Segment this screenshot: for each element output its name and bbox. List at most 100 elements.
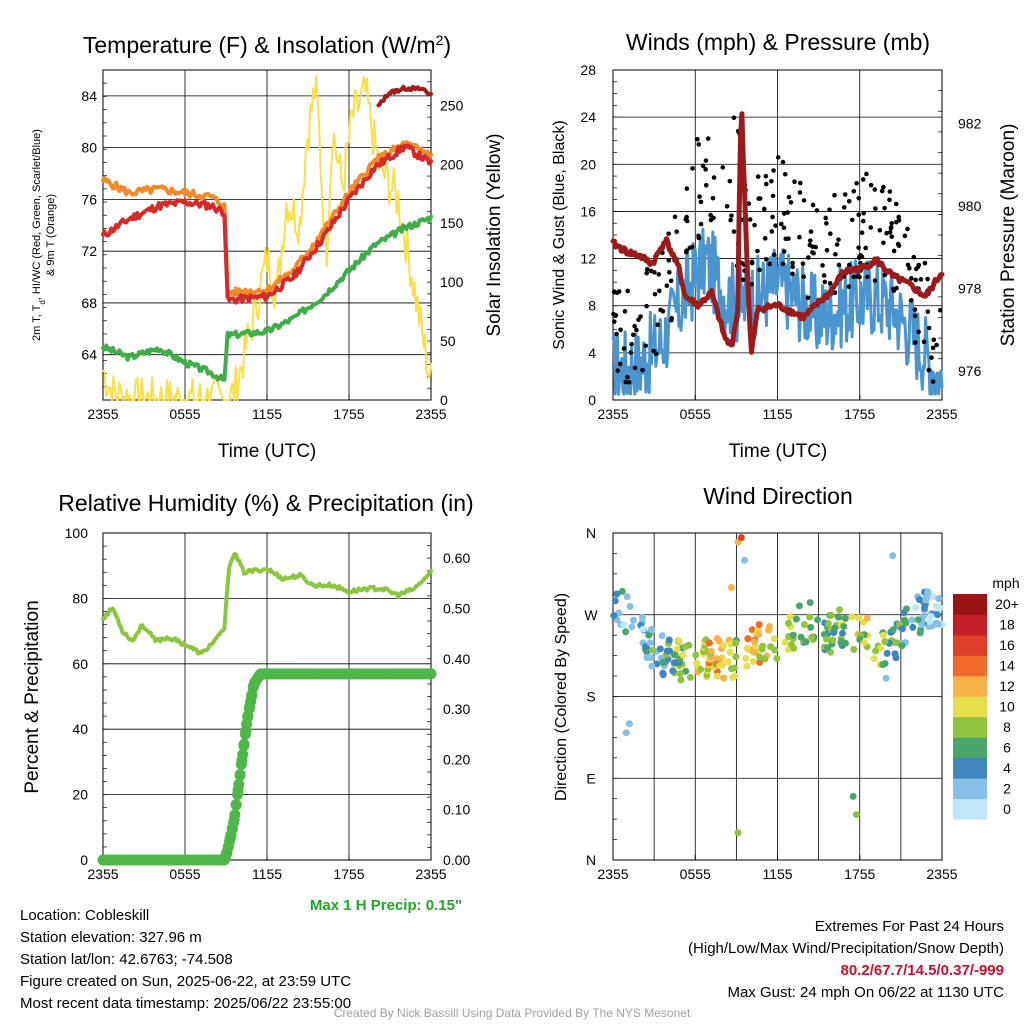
gust-point xyxy=(757,267,762,273)
gust-point xyxy=(894,285,899,291)
gust-point xyxy=(631,332,636,338)
colorbar-label-10: 20+ xyxy=(995,596,1019,612)
gust-point xyxy=(613,313,619,318)
gust-point xyxy=(632,365,638,371)
gust-point xyxy=(846,262,852,268)
gust-point xyxy=(912,313,918,319)
temp-xtick-label-1: 0555 xyxy=(169,406,200,422)
gust-point xyxy=(926,367,932,373)
temp-ytick-left-3: 76 xyxy=(81,191,97,207)
gust-point xyxy=(616,289,622,294)
precipitation-point xyxy=(235,758,247,770)
wind-xtick-label-2: 1155 xyxy=(762,406,792,422)
gust-point xyxy=(763,173,769,179)
dir-ytick-left-0: N xyxy=(586,852,596,868)
direction-point xyxy=(610,612,618,620)
wind-ytick-left-0: 0 xyxy=(588,392,596,408)
gust-point xyxy=(761,206,767,212)
gust-point xyxy=(797,180,803,186)
direction-point xyxy=(908,616,916,624)
wind-ytick-right-1: 978 xyxy=(958,281,982,297)
gust-point xyxy=(703,182,709,188)
gust-point xyxy=(937,307,943,313)
colorbar-swatch-5 xyxy=(953,696,987,718)
gust-point xyxy=(755,174,761,179)
gust-point xyxy=(879,188,885,194)
direction-point xyxy=(835,606,843,614)
temp-xtick-label-2: 1155 xyxy=(252,406,282,422)
direction-point xyxy=(715,661,723,669)
gust-point xyxy=(781,249,787,254)
temp-ytick-right-5: 250 xyxy=(440,97,464,113)
gust-point xyxy=(833,251,838,257)
direction-point xyxy=(855,614,863,622)
gust-point xyxy=(611,289,617,295)
direction-point xyxy=(705,639,713,647)
gust-point xyxy=(727,178,733,184)
gust-point xyxy=(629,341,634,347)
gust-point xyxy=(780,159,786,165)
gust-point xyxy=(614,331,619,337)
direction-point xyxy=(807,623,815,631)
gust-point xyxy=(711,175,717,180)
direction-point xyxy=(848,613,856,621)
gust-point xyxy=(887,229,893,235)
temp-ytick-right-3: 150 xyxy=(440,215,464,231)
gust-point xyxy=(868,225,874,230)
gust-point xyxy=(790,260,795,266)
gust-point xyxy=(797,234,802,240)
direction-point xyxy=(724,658,732,666)
direction-point xyxy=(677,676,685,684)
gust-point xyxy=(710,195,716,201)
gust-point xyxy=(622,309,628,314)
rh-ytick-left-4: 80 xyxy=(72,590,88,606)
direction-point xyxy=(835,613,843,621)
gust-point xyxy=(773,223,778,228)
gust-point xyxy=(891,248,897,254)
gust-point xyxy=(868,182,874,188)
gust-point xyxy=(770,214,775,220)
direction-point xyxy=(663,647,671,655)
gust-point xyxy=(800,261,806,266)
gust-point xyxy=(653,351,659,357)
gust-point xyxy=(925,276,930,282)
gust-point xyxy=(931,337,937,343)
direction-point xyxy=(692,651,700,659)
gust-point xyxy=(888,225,894,231)
rh-ytick-left-1: 20 xyxy=(72,787,88,803)
direction-point xyxy=(802,638,810,646)
rh-xtick-label-0: 2355 xyxy=(87,866,118,882)
direction-point xyxy=(648,646,656,654)
direction-point xyxy=(909,623,917,631)
direction-point xyxy=(789,631,797,639)
gust-point xyxy=(913,266,919,272)
direction-point xyxy=(860,639,868,647)
direction-point xyxy=(756,653,764,661)
colorbar-swatch-0 xyxy=(953,798,987,820)
gust-point xyxy=(902,233,908,239)
direction-point xyxy=(881,638,889,646)
direction-point xyxy=(618,587,626,595)
rh-ytick-right-3: 0.30 xyxy=(443,701,470,717)
wind-ytick-right-3: 982 xyxy=(958,116,982,132)
gust-point xyxy=(703,158,709,163)
gust-point xyxy=(834,242,840,247)
gust-point xyxy=(884,230,889,236)
temp-ytick-right-1: 50 xyxy=(440,333,456,349)
gust-point xyxy=(655,322,661,328)
rh-ytick-right-5: 0.50 xyxy=(443,600,470,616)
gust-point xyxy=(896,214,902,220)
direction-point xyxy=(822,635,830,643)
temp-ytick-right-2: 100 xyxy=(440,274,464,290)
wind-ytick-right-0: 976 xyxy=(958,363,982,379)
wind-xtick-label-0: 2355 xyxy=(597,406,628,422)
dir-xtick-label-1: 0555 xyxy=(680,866,711,882)
gust-point xyxy=(820,263,825,268)
direction-point xyxy=(917,626,925,634)
gust-point xyxy=(810,202,816,208)
gust-point xyxy=(769,229,775,234)
gust-point xyxy=(615,368,621,373)
direction-point xyxy=(788,640,796,648)
direction-point xyxy=(765,626,773,634)
